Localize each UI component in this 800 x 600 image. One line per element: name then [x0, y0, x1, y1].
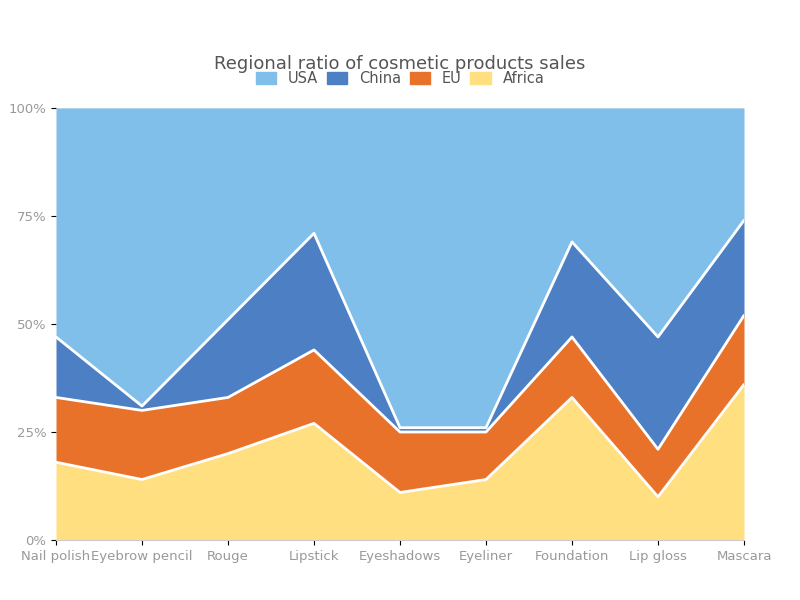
Title: Regional ratio of cosmetic products sales: Regional ratio of cosmetic products sale… [214, 55, 586, 73]
Legend: USA, China, EU, Africa: USA, China, EU, Africa [250, 65, 550, 92]
